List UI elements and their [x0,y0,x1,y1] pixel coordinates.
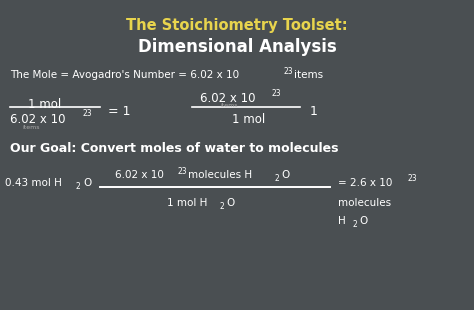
Text: 0.43 mol H: 0.43 mol H [5,178,62,188]
Text: O: O [281,170,289,180]
Text: 23: 23 [284,67,293,76]
Text: Dimensional Analysis: Dimensional Analysis [137,38,337,56]
Text: 23: 23 [178,167,188,176]
Text: molecules H: molecules H [188,170,252,180]
Text: items: items [294,70,323,80]
Text: 1 mol H: 1 mol H [167,198,207,208]
Text: The Mole = Avogadro's Number = 6.02 x 10: The Mole = Avogadro's Number = 6.02 x 10 [10,70,239,80]
Text: = 2.6 x 10: = 2.6 x 10 [338,178,392,188]
Text: 2: 2 [275,174,280,183]
Text: molecules: molecules [338,198,391,208]
Text: items: items [220,103,237,108]
Text: O: O [226,198,234,208]
Text: 2: 2 [353,220,358,229]
Text: 2: 2 [220,202,225,211]
Text: items: items [22,125,39,130]
Text: 6.02 x 10: 6.02 x 10 [200,92,255,105]
Text: 6.02 x 10: 6.02 x 10 [115,170,164,180]
Text: 1 mol: 1 mol [232,113,265,126]
Text: 1: 1 [310,105,318,118]
Text: H: H [338,216,346,226]
Text: O: O [359,216,367,226]
Text: 2: 2 [76,182,81,191]
Text: 6.02 x 10: 6.02 x 10 [10,113,65,126]
Text: Our Goal: Convert moles of water to molecules: Our Goal: Convert moles of water to mole… [10,142,338,155]
Text: O: O [83,178,91,188]
Text: 23: 23 [272,89,282,98]
Text: 23: 23 [83,109,92,118]
Text: 1 mol: 1 mol [28,98,61,111]
Text: 23: 23 [408,174,418,183]
Text: = 1: = 1 [108,105,130,118]
Text: The Stoichiometry Toolset:: The Stoichiometry Toolset: [126,18,348,33]
